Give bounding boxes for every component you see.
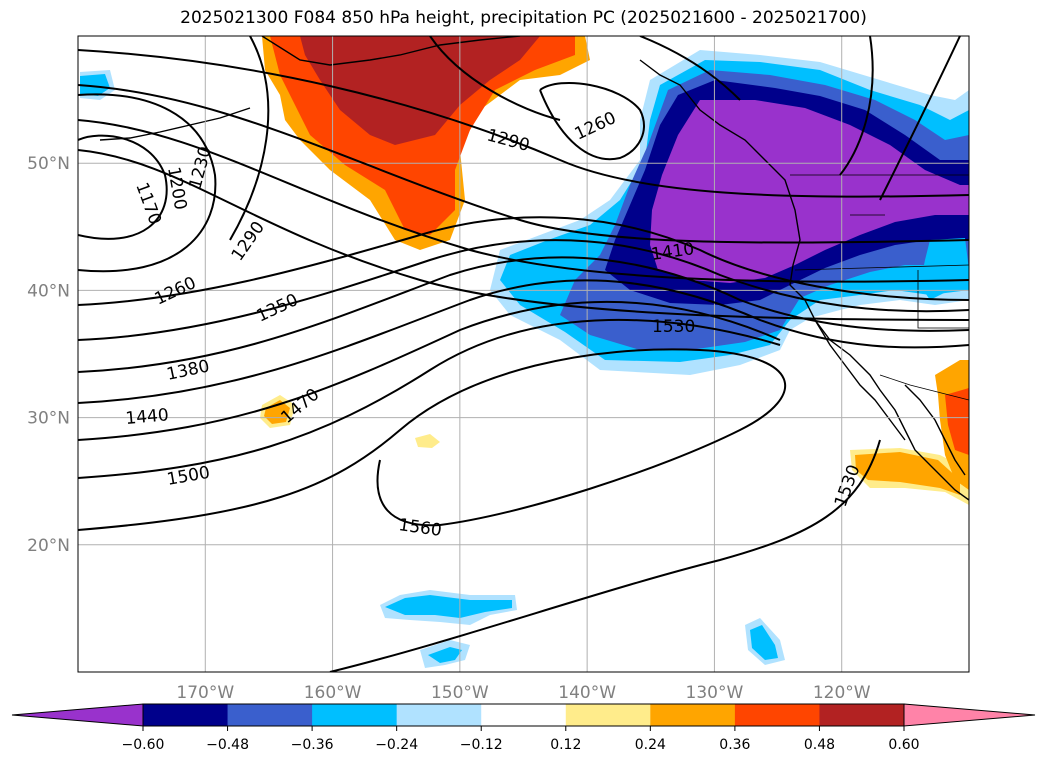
colorbar-frame	[142, 703, 905, 727]
colorbar-segment	[143, 704, 229, 726]
colorbar-tick-label: −0.12	[460, 737, 503, 753]
colorbar-tick-label: −0.60	[122, 737, 165, 753]
longitude-tick-label: 160°W	[304, 683, 362, 703]
latitude-tick-label: 50°N	[27, 154, 70, 174]
contour-label: 1530	[652, 317, 695, 337]
colorbar-tick-label: −0.24	[375, 737, 418, 753]
colorbar-segment	[481, 704, 567, 726]
borders	[790, 174, 969, 401]
colorbar-tick-label: −0.48	[206, 737, 249, 753]
map-title: 2025021300 F084 850 hPa height, precipit…	[180, 8, 867, 28]
colorbar-segment	[650, 704, 736, 726]
colorbar-tick-label: 0.24	[635, 737, 666, 753]
colorbar-segment	[734, 704, 820, 726]
longitude-labels: 170°W 160°W 150°W 140°W 130°W 120°W	[176, 683, 870, 703]
colorbar-segment	[312, 704, 398, 726]
longitude-tick-label: 150°W	[431, 683, 489, 703]
contour-label: 1440	[125, 405, 170, 429]
colorbar-segment	[565, 704, 651, 726]
latitude-labels: 50°N 40°N 30°N 20°N	[27, 154, 70, 556]
colorbar-extend-low	[11, 703, 144, 727]
colorbar-segment	[396, 704, 482, 726]
coastline-gulf-california	[904, 384, 966, 476]
longitude-tick-label: 120°W	[813, 683, 871, 703]
map-frame	[77, 35, 970, 673]
coastline-north-america	[639, 59, 969, 501]
latitude-tick-label: 40°N	[27, 281, 70, 301]
colorbar-segment	[227, 704, 313, 726]
coastline-alaska	[261, 36, 521, 66]
coastline-baja	[814, 319, 906, 441]
colorbar: −0.60 −0.48 −0.36 −0.24 −0.12 0.12 0.24 0.36 0.4…	[11, 703, 1036, 753]
colorbar-tick-label: 0.48	[804, 737, 835, 753]
height-contours	[78, 36, 969, 672]
latitude-tick-label: 30°N	[27, 409, 70, 429]
gridlines	[78, 36, 969, 672]
colorbar-tick-label: 0.60	[888, 737, 919, 753]
colorbar-segment	[819, 704, 905, 726]
colorbar-tick-label: 0.36	[719, 737, 750, 753]
colorbar-tick-label: −0.36	[291, 737, 334, 753]
map-panel	[78, 36, 969, 672]
longitude-tick-label: 130°W	[686, 683, 744, 703]
longitude-tick-label: 170°W	[176, 683, 234, 703]
colorbar-extend-high	[903, 703, 1036, 727]
latitude-tick-label: 20°N	[27, 536, 70, 556]
longitude-tick-label: 140°W	[558, 683, 616, 703]
colorbar-tick-label: 0.12	[550, 737, 581, 753]
